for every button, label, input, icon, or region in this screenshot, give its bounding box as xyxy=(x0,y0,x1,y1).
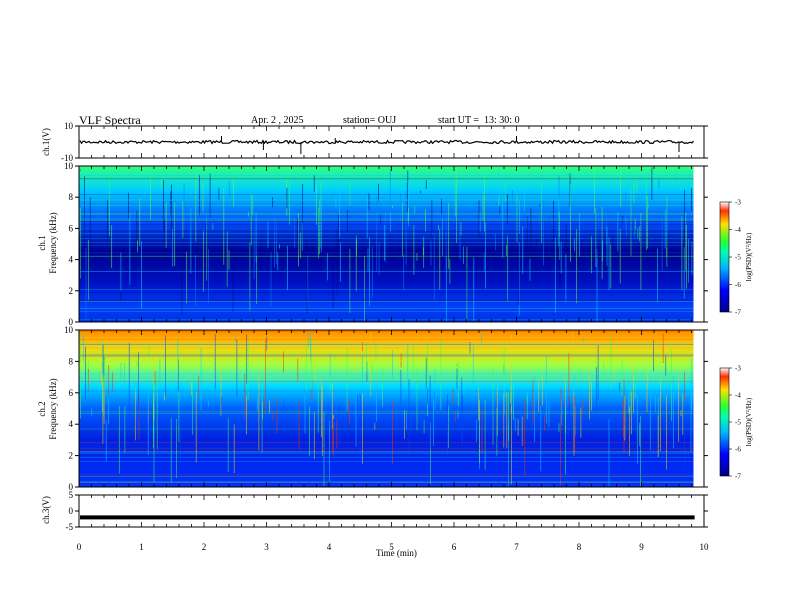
y-tick-label: -10 xyxy=(61,153,73,163)
start-time-label: start UT = 13: 30: 0 xyxy=(438,115,520,126)
y-tick-label: 0 xyxy=(69,506,74,516)
x-tick-label: 5 xyxy=(389,542,394,552)
colorbar-tick-label: -5 xyxy=(735,419,741,427)
ch1-colorbar: -3 -4 -5 -6 -7 log(PSD)(V²/Hz) xyxy=(719,199,753,317)
colorbar-label: log(PSD)(V²/Hz) xyxy=(745,232,753,281)
ch2-colorbar: -3 -4 -5 -6 -7 log(PSD)(V²/Hz) xyxy=(719,365,753,481)
y-tick-label: 5 xyxy=(69,490,74,500)
colorbar-tick-label: -3 xyxy=(735,199,741,207)
x-tick-label: 0 xyxy=(77,542,82,552)
x-tick-label: 9 xyxy=(639,542,644,552)
y-tick-label: 10 xyxy=(64,121,74,131)
y-tick-label: 4 xyxy=(69,255,74,265)
y-tick-label: 6 xyxy=(69,388,74,398)
y-tick-label: 10 xyxy=(64,325,74,335)
colorbar-label: log(PSD)(V²/Hz) xyxy=(745,397,753,446)
colorbar-tick-label: -7 xyxy=(735,309,741,317)
colorbar-tick-label: -3 xyxy=(735,365,741,373)
colorbar-tick-label: -7 xyxy=(735,473,741,481)
x-tick-label: 1 xyxy=(139,542,144,552)
x-tick-label: 4 xyxy=(327,542,332,552)
ch1-spectrogram-panel xyxy=(78,165,705,323)
ch2-spectrogram-image xyxy=(79,330,694,487)
x-tick-label: 8 xyxy=(577,542,582,552)
x-tick-label: 6 xyxy=(452,542,457,552)
y-tick-label: 10 xyxy=(64,161,74,171)
y-tick-label: 0 xyxy=(69,317,74,327)
x-tick-label: 3 xyxy=(264,542,269,552)
chart-title: VLF Spectra xyxy=(79,113,141,127)
x-tick-label: 2 xyxy=(202,542,207,552)
colorbar-tick-label: -4 xyxy=(735,392,741,400)
y-tick-label: -5 xyxy=(66,522,74,532)
y-tick-label: 6 xyxy=(69,223,74,233)
colorbar-tick-label: -4 xyxy=(735,226,741,234)
station-label: station= OUJ xyxy=(343,115,397,126)
y-tick-label: 0 xyxy=(69,482,74,492)
ch3-voltage-trace xyxy=(80,515,695,520)
colorbar-tick-label: -6 xyxy=(735,446,741,454)
y-tick-label: 2 xyxy=(69,286,74,296)
x-axis-label: Time (min) xyxy=(376,548,417,558)
colorbar-tick-label: -6 xyxy=(735,281,741,289)
y-tick-label: 8 xyxy=(69,356,74,366)
y-tick-label: 4 xyxy=(69,419,74,429)
ch2-spectrogram-panel xyxy=(78,329,705,488)
colorbar-tick-label: -5 xyxy=(735,254,741,262)
y-tick-label: 8 xyxy=(69,192,74,202)
y-tick-label: 2 xyxy=(69,451,74,461)
date-label: Apr. 2 , 2025 xyxy=(251,115,304,126)
ch1-voltage-panel xyxy=(78,125,705,159)
ch1-voltage-trace xyxy=(79,139,694,145)
x-tick-label: 10 xyxy=(700,542,710,552)
x-tick-label: 7 xyxy=(514,542,519,552)
